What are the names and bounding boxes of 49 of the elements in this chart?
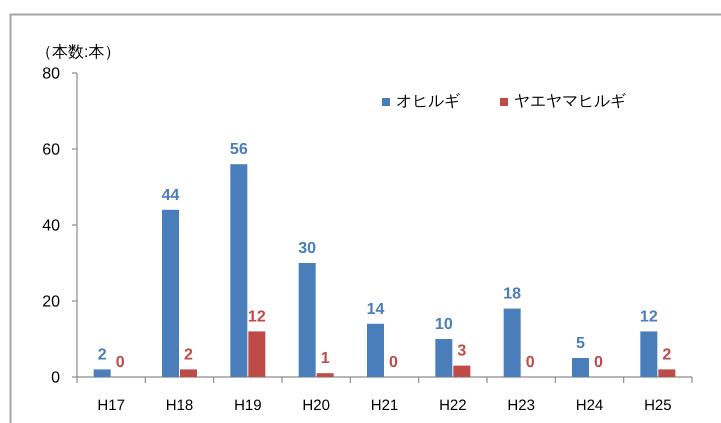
y-tick-label: 40: [42, 218, 60, 234]
x-tick-label: H22: [439, 397, 467, 414]
x-tick-label: H18: [166, 397, 194, 414]
data-label: 2: [184, 346, 194, 364]
bar: [248, 331, 266, 377]
data-label: 0: [389, 354, 398, 371]
y-tick-label: 0: [51, 370, 60, 386]
bar: [298, 263, 316, 377]
bar: [435, 339, 452, 377]
x-tick-label: H21: [370, 397, 398, 414]
bar: [453, 366, 470, 377]
data-label: 5: [576, 335, 586, 352]
data-label: 12: [640, 308, 658, 326]
y-axis-title: （本数:本）: [36, 43, 120, 61]
bar: [162, 210, 179, 377]
bar: [504, 308, 521, 377]
y-tick-label: 60: [42, 142, 60, 158]
x-tick-label: H20: [302, 397, 330, 414]
y-tick-label: 80: [42, 66, 60, 82]
data-label: 12: [248, 308, 266, 326]
x-tick-label: H17: [97, 397, 125, 414]
data-label: 2: [98, 346, 107, 364]
x-tick-label: H24: [576, 397, 604, 414]
bar: [658, 369, 676, 377]
bar: [367, 324, 384, 377]
x-tick-label: H19: [234, 397, 262, 414]
legend-label: ヤエヤマヒルギ: [514, 92, 626, 110]
data-label: 14: [366, 300, 384, 318]
data-label: 0: [594, 354, 604, 371]
data-label: 0: [526, 354, 535, 371]
data-label: 10: [434, 316, 453, 333]
bar: [316, 373, 334, 377]
data-label: 18: [503, 286, 522, 303]
legend-label: オヒルギ: [396, 92, 460, 110]
bar: [640, 331, 658, 377]
data-label: 30: [298, 240, 316, 257]
bar: [180, 369, 197, 377]
data-label: 0: [116, 354, 125, 371]
data-label: 2: [662, 346, 672, 364]
x-tick-label: H23: [507, 397, 535, 414]
x-tick-label: H25: [644, 397, 672, 414]
data-label: 3: [457, 342, 466, 360]
data-label: 56: [230, 141, 248, 158]
bar: [94, 369, 111, 377]
data-label: 1: [320, 350, 330, 368]
data-label: 44: [162, 186, 180, 204]
bar: [230, 164, 248, 377]
bar: [572, 358, 589, 377]
y-tick-label: 20: [42, 294, 60, 310]
